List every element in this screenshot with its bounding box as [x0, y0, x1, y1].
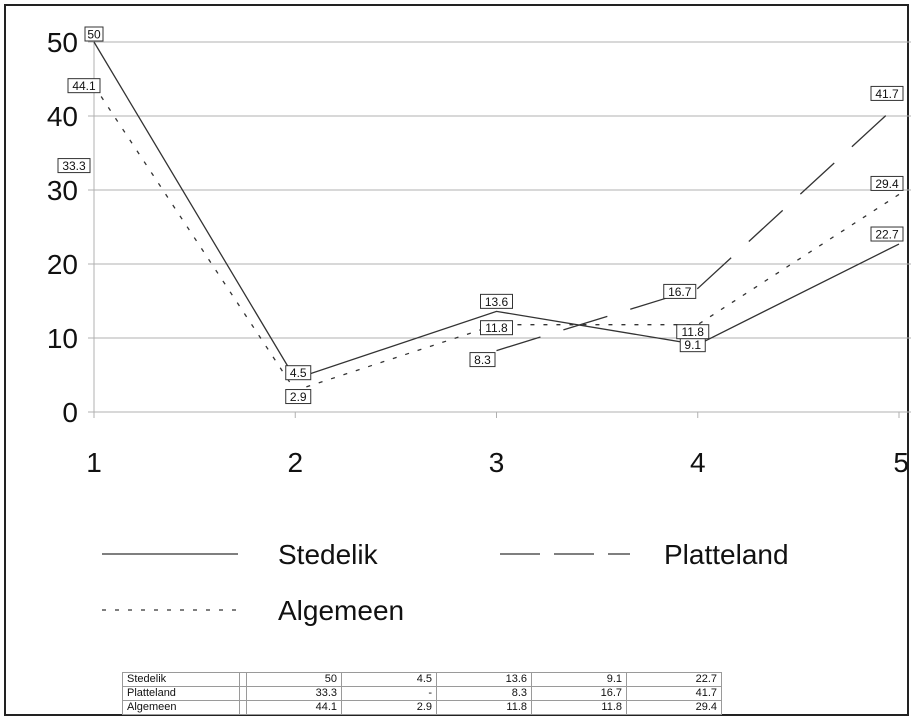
data-label-text: 11.8	[485, 321, 508, 335]
data-label-text: 2.9	[290, 390, 307, 404]
data-label-box	[57, 158, 91, 174]
data-label-box	[285, 389, 312, 405]
table-cell-value: 2.9	[341, 700, 437, 715]
legend-entry-platteland: Platteland	[500, 539, 789, 570]
table-cell-value: 16.7	[531, 686, 627, 701]
table-row-algemeen: Algemeen 44.1 2.9 11.8 11.8 29.4	[122, 700, 722, 715]
data-label-platteland-5: 41.7	[870, 85, 904, 101]
table-cell-spacer	[239, 686, 247, 701]
data-label-box	[469, 352, 496, 368]
data-label-text: 44.1	[72, 79, 96, 93]
x-tick-label-1: 1	[86, 447, 102, 478]
data-label-text: 50	[87, 28, 101, 42]
x-tick-label-4: 4	[690, 447, 706, 478]
data-label-box	[285, 365, 312, 381]
y-tick-label-30: 30	[47, 175, 78, 206]
data-label-box	[870, 175, 904, 191]
data-label-text: 4.5	[290, 366, 307, 380]
table-cell-value: 11.8	[531, 700, 627, 715]
x-tick-label-3: 3	[489, 447, 505, 478]
line-chart: 0 10 20 30 40 50 1 2 3 4 5 50 4.5 13.6 9.1 22.7 33.3 8.3…	[47, 26, 911, 626]
series-line-algemeen	[93, 85, 900, 392]
x-tick-label-2: 2	[287, 447, 303, 478]
table-cell-value: -	[341, 686, 437, 701]
table-cell-value: 13.6	[436, 672, 532, 687]
data-label-stedelik-2: 4.5	[285, 365, 312, 381]
series-line-stedelik	[93, 41, 900, 380]
legend-label-stedelik: Stedelik	[278, 539, 379, 570]
data-label-algemeen-2: 2.9	[285, 389, 312, 405]
legend: Stedelik Platteland Algemeen	[102, 539, 789, 626]
series-stedelik	[93, 41, 900, 380]
data-label-text: 29.4	[875, 177, 899, 191]
data-label-box	[870, 85, 904, 101]
legend-entry-stedelik: Stedelik	[102, 539, 379, 570]
data-label-box	[84, 26, 104, 42]
data-label-box	[870, 226, 904, 242]
series-platteland	[496, 102, 900, 352]
data-label-algemeen-1: 44.1	[67, 78, 101, 94]
data-label-stedelik-1: 50	[84, 26, 104, 42]
legend-entry-algemeen: Algemeen	[102, 595, 404, 626]
data-label-box	[480, 320, 513, 336]
data-label-text: 41.7	[875, 87, 899, 101]
data-label-text: 33.3	[62, 159, 86, 173]
y-tick-label-40: 40	[47, 101, 78, 132]
table-row-platteland: Platteland 33.3-8.3 16.7 41.7	[122, 686, 722, 701]
series-lines	[93, 41, 900, 392]
data-label-box	[663, 283, 697, 299]
x-tick-label-5: 5	[893, 447, 909, 478]
chart-frame: 0 10 20 30 40 50 1 2 3 4 5 50 4.5 13.6 9.1 22.7 33.3 8.3…	[4, 4, 911, 716]
gridlines	[94, 41, 911, 413]
y-tick-label-0: 0	[62, 397, 78, 428]
table-cell-value: 4.5	[341, 672, 437, 687]
table-cell-value: 8.3	[436, 686, 532, 701]
data-labels: 50 4.5 13.6 9.1 22.7 33.3 8.3 16.7 41.7 44.1 2.9 11…	[57, 26, 904, 405]
data-label-box	[676, 324, 710, 340]
series-algemeen	[93, 85, 900, 392]
legend-label-algemeen: Algemeen	[278, 595, 404, 626]
table-cell-series-name: Stedelik	[122, 672, 240, 687]
data-label-stedelik-5: 22.7	[870, 226, 904, 242]
data-label-algemeen-5: 29.4	[870, 175, 904, 191]
table-cell-value: 44.1	[246, 700, 342, 715]
table-cell-value: 9.1	[531, 672, 627, 687]
table-cell-value: 22.7	[626, 672, 722, 687]
legend-label-platteland: Platteland	[664, 539, 789, 570]
data-label-text: 13.6	[485, 295, 509, 309]
table-cell-spacer	[239, 672, 247, 687]
data-label-stedelik-4: 9.1	[679, 337, 706, 353]
data-label-algemeen-4: 11.8	[676, 324, 710, 340]
table-cell-series-name: Algemeen	[122, 700, 240, 715]
data-label-algemeen-3: 11.8	[480, 320, 513, 336]
table-cell-value: 33.3	[246, 686, 342, 701]
series-line-platteland-2	[496, 102, 900, 352]
table-cell-spacer	[239, 700, 247, 715]
data-label-box	[480, 293, 513, 309]
axes: 0 10 20 30 40 50 1 2 3 4 5	[47, 27, 909, 478]
table-cell-series-name: Platteland	[122, 686, 240, 701]
table-cell-value: 50	[246, 672, 342, 687]
data-label-platteland-4: 16.7	[663, 283, 697, 299]
y-tick-label-20: 20	[47, 249, 78, 280]
data-table: Stedelik 50 4.5 13.6 9.1 22.7 Platteland 33.3-8…	[122, 672, 722, 715]
table-cell-value: 11.8	[436, 700, 532, 715]
data-label-platteland-3: 8.3	[469, 352, 496, 368]
data-label-box	[67, 78, 101, 94]
data-label-text: 8.3	[474, 353, 491, 367]
data-label-text: 9.1	[684, 338, 701, 352]
table-row-stedelik: Stedelik 50 4.5 13.6 9.1 22.7	[122, 672, 722, 687]
data-label-stedelik-3: 13.6	[480, 293, 513, 309]
y-tick-label-50: 50	[47, 27, 78, 58]
data-label-platteland-1: 33.3	[57, 158, 91, 174]
data-label-text: 22.7	[875, 228, 899, 242]
data-label-text: 16.7	[668, 285, 692, 299]
y-tick-label-10: 10	[47, 323, 78, 354]
table-cell-value: 41.7	[626, 686, 722, 701]
table-cell-value: 29.4	[626, 700, 722, 715]
data-label-text: 11.8	[682, 325, 705, 339]
